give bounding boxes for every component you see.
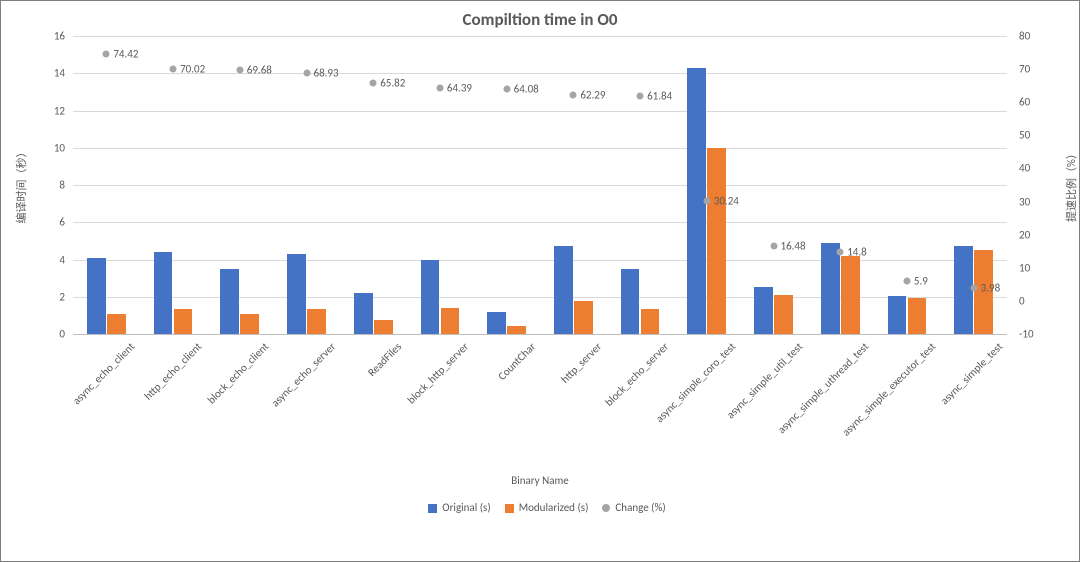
- change-point: [170, 66, 177, 73]
- chart-container: Compiltion time in O0 编译时间（秒） 提速比例（%） 02…: [0, 0, 1080, 562]
- y-left-tick: 6: [29, 216, 69, 229]
- y-left-tick: 14: [29, 67, 69, 80]
- y-right-tick: 80: [1015, 30, 1055, 43]
- change-point-label: 62.29: [580, 88, 605, 101]
- change-point-label: 65.82: [380, 76, 405, 89]
- legend-swatch: [505, 504, 514, 513]
- y-right-tick: 60: [1015, 96, 1055, 109]
- change-point: [703, 197, 710, 204]
- legend-swatch: [602, 504, 610, 512]
- legend-label: Modularized (s): [519, 501, 589, 514]
- change-point-label: 5.9: [914, 275, 928, 288]
- change-point: [970, 284, 977, 291]
- legend: Original (s) Modularized (s) Change (%): [21, 501, 1059, 514]
- change-point-label: 3.98: [981, 281, 1001, 294]
- change-point-label: 70.02: [180, 63, 205, 76]
- y-left-tick: 12: [29, 104, 69, 117]
- change-point: [503, 85, 510, 92]
- legend-swatch: [428, 504, 437, 513]
- x-tick-label: async_echo_server: [268, 340, 338, 410]
- x-tick-label: async_echo_client: [70, 340, 137, 407]
- change-point-label: 64.08: [514, 82, 539, 95]
- change-point-label: 61.84: [647, 90, 672, 103]
- y-left-tick: 10: [29, 141, 69, 154]
- y-left-tick: 0: [29, 328, 69, 341]
- x-labels: async_echo_clienthttp_echo_clientblock_e…: [89, 334, 1023, 484]
- x-tick-label: ReadFiles: [365, 340, 404, 379]
- change-point: [903, 278, 910, 285]
- x-tick-label: block_echo_server: [602, 340, 671, 409]
- y-right-tick: 30: [1015, 195, 1055, 208]
- change-point-label: 68.93: [314, 66, 339, 79]
- change-point: [370, 79, 377, 86]
- x-tick-label: async_simple_test: [938, 340, 1005, 407]
- y-right-tick: 0: [1015, 294, 1055, 307]
- y-right-tick: 10: [1015, 261, 1055, 274]
- y-left-tick: 8: [29, 179, 69, 192]
- y-left-tick: 16: [29, 30, 69, 43]
- y-right-tick: 40: [1015, 162, 1055, 175]
- x-tick-label: http_echo_client: [142, 340, 205, 403]
- plot-area: 编译时间（秒） 提速比例（%） 0246810121416 -100102030…: [39, 36, 1041, 334]
- y-right-tick: 70: [1015, 63, 1055, 76]
- legend-label: Change (%): [615, 501, 665, 514]
- change-point-label: 64.39: [447, 81, 472, 94]
- change-point: [837, 248, 844, 255]
- x-tick-label: CountChar: [495, 340, 538, 383]
- change-point: [436, 84, 443, 91]
- change-point-label: 16.48: [781, 240, 806, 253]
- change-point-label: 74.42: [113, 48, 138, 61]
- y-right-label: 提速比例（%）: [1063, 148, 1079, 222]
- y-right-tick: 50: [1015, 129, 1055, 142]
- legend-label: Original (s): [442, 501, 490, 514]
- y-left-axis: 0246810121416: [29, 36, 69, 334]
- change-point-label: 30.24: [714, 194, 739, 207]
- y-right-tick: 20: [1015, 228, 1055, 241]
- x-tick-label: block_http_server: [405, 340, 471, 406]
- change-point: [303, 69, 310, 76]
- x-tick-label: block_echo_client: [205, 340, 271, 406]
- change-point: [103, 51, 110, 58]
- change-point: [236, 67, 243, 74]
- points-layer: 74.42 70.02 69.68 68.93 65.82 64.39 64.08 62.29…: [73, 36, 1007, 334]
- change-point-label: 14.8: [847, 245, 867, 258]
- x-tick-label: http_server: [559, 340, 605, 386]
- y-left-label: 编译时间（秒）: [13, 147, 29, 224]
- chart-title: Compiltion time in O0: [21, 9, 1059, 30]
- change-point: [637, 93, 644, 100]
- y-right-axis: -1001020304050607080: [1015, 36, 1055, 334]
- change-point: [770, 243, 777, 250]
- change-point: [570, 91, 577, 98]
- y-left-tick: 2: [29, 290, 69, 303]
- y-left-tick: 4: [29, 253, 69, 266]
- change-point-label: 69.68: [247, 64, 272, 77]
